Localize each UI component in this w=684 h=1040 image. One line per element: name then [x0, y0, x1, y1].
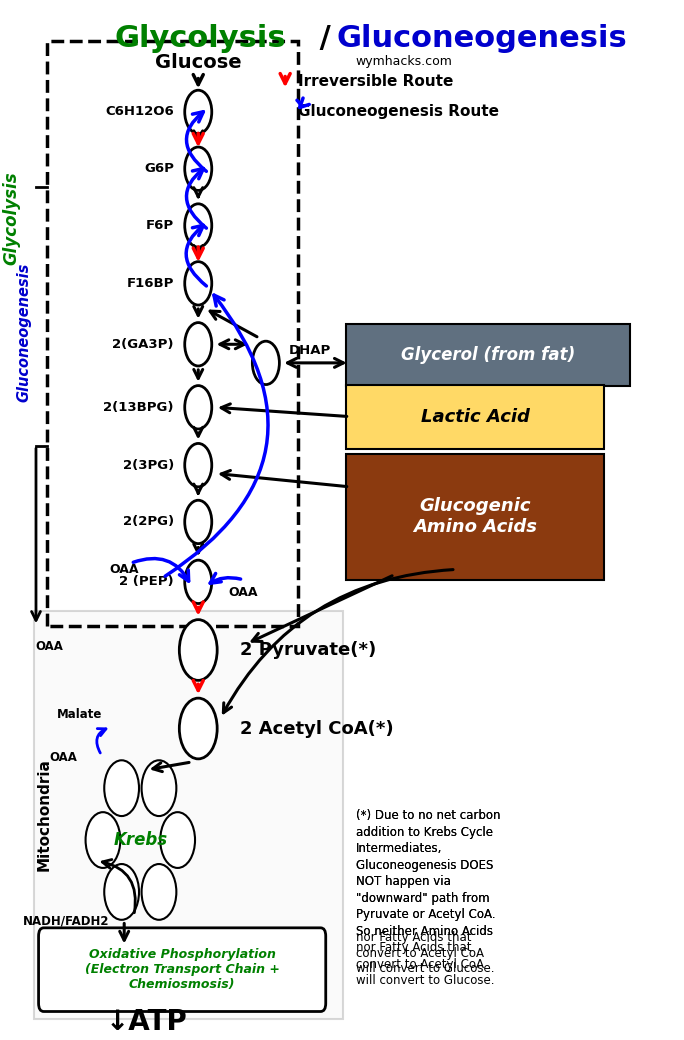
Circle shape	[160, 812, 195, 868]
Text: 2(2PG): 2(2PG)	[122, 516, 174, 528]
Text: 2(GA3P): 2(GA3P)	[112, 338, 174, 350]
Circle shape	[104, 864, 139, 919]
Text: DHAP: DHAP	[289, 344, 330, 357]
Circle shape	[179, 620, 218, 680]
Text: Mitochondria: Mitochondria	[36, 758, 51, 870]
Text: Glycolysis: Glycolysis	[3, 172, 21, 265]
Circle shape	[185, 147, 212, 190]
Text: (*) Due to no net carbon
addition to Krebs Cycle
Intermediates,
Gluconeogenesis : (*) Due to no net carbon addition to Kre…	[356, 809, 501, 938]
Circle shape	[86, 812, 120, 868]
Text: 2 (PEP): 2 (PEP)	[119, 575, 174, 589]
Text: Glycolysis: Glycolysis	[114, 24, 286, 53]
Circle shape	[185, 322, 212, 366]
FancyBboxPatch shape	[346, 385, 604, 448]
Text: OAA: OAA	[49, 751, 77, 764]
Circle shape	[185, 204, 212, 248]
Text: 2(13BPG): 2(13BPG)	[103, 400, 174, 414]
Circle shape	[185, 262, 212, 305]
Text: Gluconeogenesis Route: Gluconeogenesis Route	[298, 104, 499, 120]
Text: 2(3PG): 2(3PG)	[122, 459, 174, 471]
FancyBboxPatch shape	[346, 453, 604, 579]
Text: Gluconeogenesis: Gluconeogenesis	[337, 24, 627, 53]
Text: Glucogenic
Amino Acids: Glucogenic Amino Acids	[413, 497, 537, 537]
Text: Irreversible Route: Irreversible Route	[298, 75, 453, 89]
Text: 2 Acetyl CoA(*): 2 Acetyl CoA(*)	[240, 720, 394, 737]
Text: Lactic Acid: Lactic Acid	[421, 408, 529, 425]
Text: G6P: G6P	[144, 162, 174, 175]
Text: Glucose: Glucose	[155, 53, 241, 72]
Circle shape	[185, 500, 212, 544]
Text: /: /	[309, 24, 341, 53]
Circle shape	[179, 698, 218, 759]
Text: 2 Pyruvate(*): 2 Pyruvate(*)	[240, 641, 376, 659]
Text: OAA: OAA	[109, 563, 139, 576]
Text: Krebs: Krebs	[114, 831, 168, 849]
FancyBboxPatch shape	[34, 610, 343, 1019]
Text: Oxidative Phosphorylation
(Electron Transport Chain +
Chemiosmosis): Oxidative Phosphorylation (Electron Tran…	[85, 947, 280, 991]
Circle shape	[252, 341, 279, 385]
Text: Gluconeogenesis: Gluconeogenesis	[17, 262, 32, 401]
Circle shape	[185, 90, 212, 133]
FancyBboxPatch shape	[346, 323, 630, 386]
Text: NADH/FADH2: NADH/FADH2	[23, 914, 109, 927]
Circle shape	[185, 561, 212, 603]
Text: F16BP: F16BP	[127, 277, 174, 290]
Text: F6P: F6P	[146, 219, 174, 232]
Text: wymhacks.com: wymhacks.com	[356, 55, 453, 68]
Circle shape	[185, 443, 212, 487]
Text: nor Fatty Acids that: nor Fatty Acids that	[356, 932, 471, 944]
Circle shape	[104, 760, 139, 816]
Circle shape	[142, 760, 176, 816]
Text: ↓ATP: ↓ATP	[106, 1008, 187, 1036]
Text: Malate: Malate	[57, 707, 102, 721]
Text: Glycerol (from fat): Glycerol (from fat)	[401, 345, 575, 364]
FancyBboxPatch shape	[38, 928, 326, 1012]
Text: OAA: OAA	[35, 641, 63, 653]
Circle shape	[185, 386, 212, 428]
Text: (*) Due to no net carbon
addition to Krebs Cycle
Intermediates,
Gluconeogenesis : (*) Due to no net carbon addition to Kre…	[356, 809, 501, 987]
Text: convert to Acetyl CoA: convert to Acetyl CoA	[356, 946, 484, 960]
Text: will convert to Glucose.: will convert to Glucose.	[356, 962, 495, 974]
Circle shape	[142, 864, 176, 919]
Text: OAA: OAA	[228, 586, 258, 599]
Text: C6H12O6: C6H12O6	[105, 105, 174, 119]
